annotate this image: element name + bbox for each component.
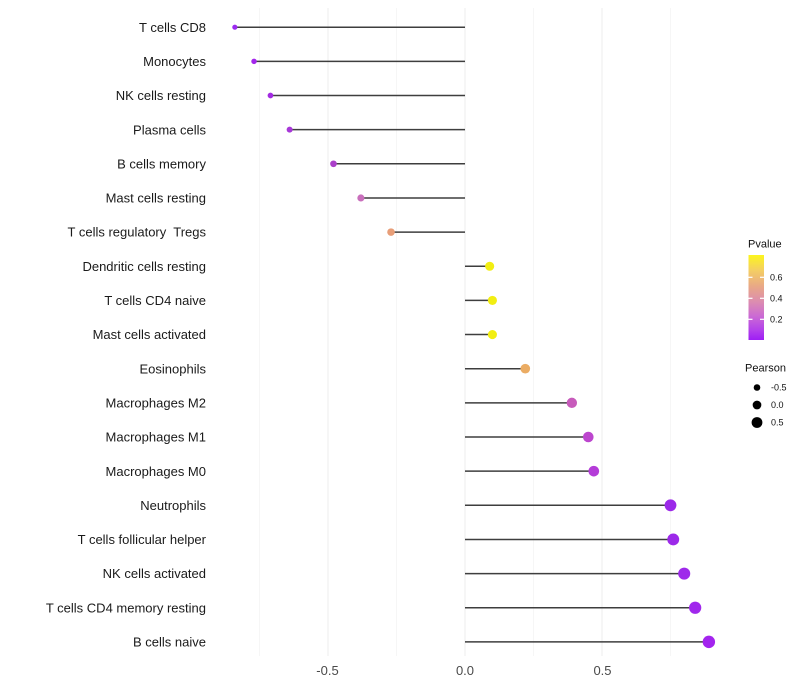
pearson-size-label: -0.5 [771, 383, 787, 393]
data-point [251, 58, 257, 65]
data-point [286, 126, 293, 133]
data-point [702, 635, 716, 649]
lollipop-row: Neutrophils [140, 498, 677, 513]
lollipop-row: Monocytes [143, 54, 465, 69]
lollipop-row: Macrophages M0 [106, 464, 600, 479]
pvalue-legend: Pvalue 0.6 0.4 0.2 [748, 239, 783, 340]
y-axis-label: Dendritic cells resting [82, 259, 206, 274]
x-tick-label-neg05: -0.5 [316, 663, 338, 678]
lollipop-row: T cells CD8 [139, 20, 465, 35]
y-axis-label: Neutrophils [140, 498, 206, 513]
pvalue-tick-06: 0.6 [770, 273, 783, 283]
y-axis-label: T cells regulatory Tregs [68, 225, 207, 240]
y-axis-label: B cells memory [117, 156, 206, 171]
lollipop-row: T cells regulatory Tregs [68, 225, 465, 240]
lollipop-row: Mast cells resting [106, 191, 465, 206]
data-point [232, 24, 238, 30]
data-point [485, 261, 495, 271]
y-axis-label: Eosinophils [140, 361, 207, 376]
data-point [267, 92, 274, 99]
y-axis-label: T cells CD4 naive [104, 293, 206, 308]
y-axis-label: T cells CD4 memory resting [46, 600, 206, 615]
data-point [583, 431, 594, 443]
lollipop-row: Eosinophils [140, 361, 531, 376]
data-point [678, 567, 691, 580]
lollipop-row: NK cells activated [103, 566, 691, 581]
y-axis-label: NK cells activated [103, 566, 206, 581]
pearson-legend: Pearson -0.5 0.0 0.5 [745, 363, 787, 428]
lollipop-rows: T cells CD8 Monocytes NK cells resting Plas… [46, 20, 716, 650]
y-axis-label: T cells follicular helper [78, 532, 207, 547]
y-axis-label: Monocytes [143, 54, 206, 69]
pvalue-colorbar-ticks [748, 276, 764, 320]
y-axis-label: Mast cells activated [93, 327, 206, 342]
data-point [487, 329, 497, 340]
lollipop-row: B cells naive [133, 635, 716, 650]
pvalue-tick-02: 0.2 [770, 315, 783, 325]
lollipop-row: Macrophages M2 [106, 395, 578, 410]
lollipop-row: Plasma cells [133, 122, 465, 137]
gridlines [259, 8, 671, 656]
data-point [566, 397, 578, 409]
data-point [520, 363, 531, 374]
pearson-size-label: 0.0 [771, 400, 784, 410]
data-point [667, 533, 680, 546]
pearson-legend-title: Pearson [745, 363, 786, 375]
pvalue-tick-04: 0.4 [770, 294, 783, 304]
lollipop-row: T cells follicular helper [78, 532, 680, 547]
lollipop-row: B cells memory [117, 156, 465, 171]
data-point [387, 228, 395, 236]
pearson-size-dot [752, 400, 762, 410]
y-axis-label: Plasma cells [133, 122, 206, 137]
lollipop-row: Mast cells activated [93, 327, 497, 342]
x-tick-label-zero: 0.0 [456, 663, 474, 678]
lollipop-row: T cells CD4 naive [104, 293, 497, 308]
y-axis-label: Macrophages M2 [106, 395, 206, 410]
pearson-size-dot [753, 384, 761, 391]
lollipop-row: T cells CD4 memory resting [46, 600, 702, 615]
lollipop-row: Macrophages M1 [106, 430, 594, 445]
pearson-size-label: 0.5 [771, 418, 784, 428]
y-axis-label: Mast cells resting [106, 191, 206, 206]
pvalue-colorbar [748, 255, 764, 340]
lollipop-row: NK cells resting [116, 88, 465, 103]
y-axis-label: B cells naive [133, 635, 206, 650]
data-point [330, 160, 337, 168]
pearson-legend-items: -0.5 0.0 0.5 [751, 383, 787, 428]
y-axis-label: Macrophages M1 [106, 430, 206, 445]
pearson-size-dot [751, 417, 763, 428]
y-axis-label: Macrophages M0 [106, 464, 206, 479]
x-axis: -0.5 0.0 0.5 [316, 663, 611, 678]
data-point [689, 601, 702, 614]
data-point [487, 295, 497, 305]
y-axis-label: NK cells resting [116, 88, 206, 103]
data-point [357, 194, 365, 202]
y-axis-label: T cells CD8 [139, 20, 206, 35]
pvalue-legend-title: Pvalue [748, 239, 782, 251]
data-point [664, 499, 677, 512]
x-tick-label-pos05: 0.5 [593, 663, 611, 678]
data-point [588, 465, 600, 477]
lollipop-row: Dendritic cells resting [82, 259, 495, 274]
